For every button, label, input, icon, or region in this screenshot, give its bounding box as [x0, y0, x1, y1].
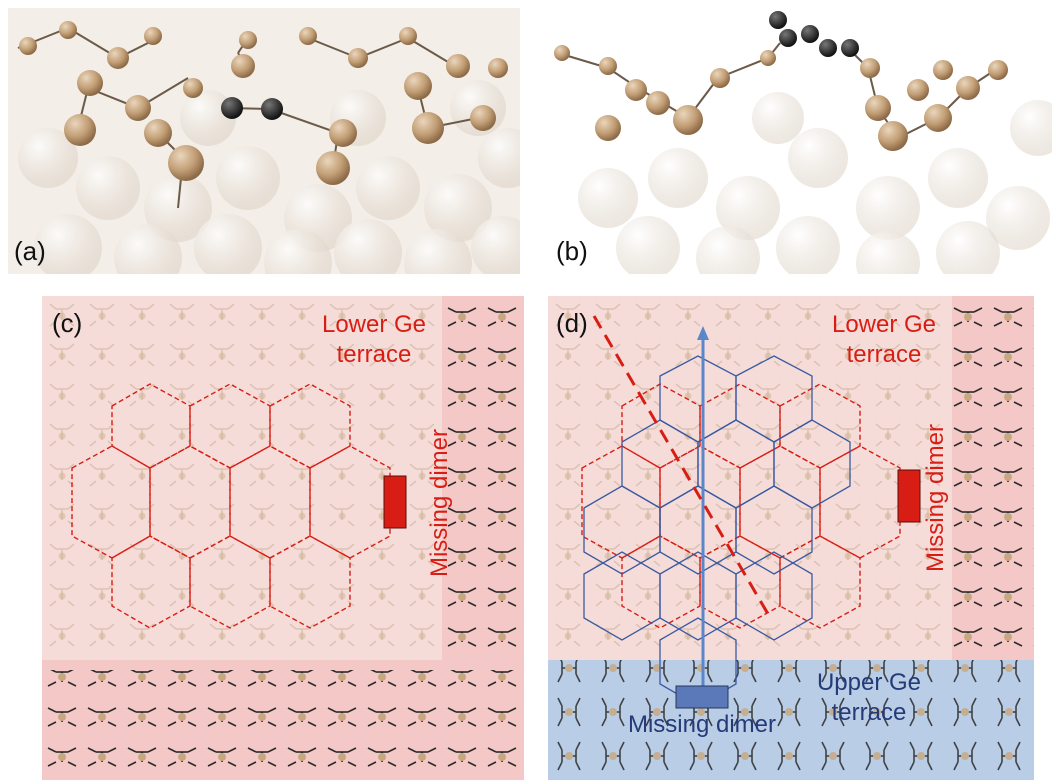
- missing-dimer-label-c: Missing dimer: [426, 428, 453, 578]
- panel-c-svg: [42, 296, 524, 780]
- lower-ge-line-1: Lower Ge: [321, 311, 427, 338]
- panel-d-schematic: (d) Lower Ge terrace Missing dimer Upper…: [548, 296, 1034, 780]
- panel-b-label: (b): [556, 236, 588, 266]
- upper-ge-terrace-label-d: Upper Ge terrace: [804, 668, 934, 728]
- panel-b-render: (b): [548, 8, 1052, 274]
- ge-atoms-b: [554, 45, 1008, 151]
- panel-d-label: (d): [556, 308, 588, 338]
- missing-dimer-bottom-label-d: Missing dimer: [627, 711, 777, 738]
- panel-a-label: (a): [14, 236, 46, 266]
- panel-a-render: (a): [8, 8, 520, 274]
- hex-lattice-blue-d: [583, 355, 851, 707]
- ghost-atoms-b: [578, 92, 1052, 274]
- panel-c-schematic: (c) Lower Ge terrace Missing dimer: [42, 296, 524, 780]
- ghost-atoms-a: [18, 80, 520, 274]
- red-dashed-line-d: [592, 315, 770, 615]
- missing-dimer-label-d: Missing dimer: [922, 423, 949, 573]
- missing-dimer-marker-c: [383, 475, 407, 529]
- hex-lattice-c: [71, 383, 391, 629]
- panel-c-label: (c): [52, 308, 83, 338]
- lower-ge-line-2: terrace: [336, 341, 412, 368]
- lower-ge-line-1-d: Lower Ge: [831, 311, 937, 338]
- panel-d-svg: [548, 296, 1034, 780]
- upper-ge-line-2-d: terrace: [831, 699, 907, 726]
- lower-ge-terrace-label-d: Lower Ge terrace: [824, 310, 944, 370]
- panel-a-atom-render: [8, 8, 520, 274]
- carbon-chain-b: [769, 11, 859, 57]
- carbon-dimer-a: [221, 97, 283, 120]
- blue-axis-arrow-d: [697, 326, 709, 692]
- lower-ge-terrace-label-c: Lower Ge terrace: [314, 310, 434, 370]
- panel-b-atom-render: [548, 8, 1052, 274]
- ge-atoms-a: [19, 21, 508, 185]
- missing-dimer-marker-upper-d: [675, 685, 729, 709]
- lower-ge-line-2-d: terrace: [846, 341, 922, 368]
- upper-ge-line-1-d: Upper Ge: [816, 669, 922, 696]
- missing-dimer-marker-d: [897, 469, 921, 523]
